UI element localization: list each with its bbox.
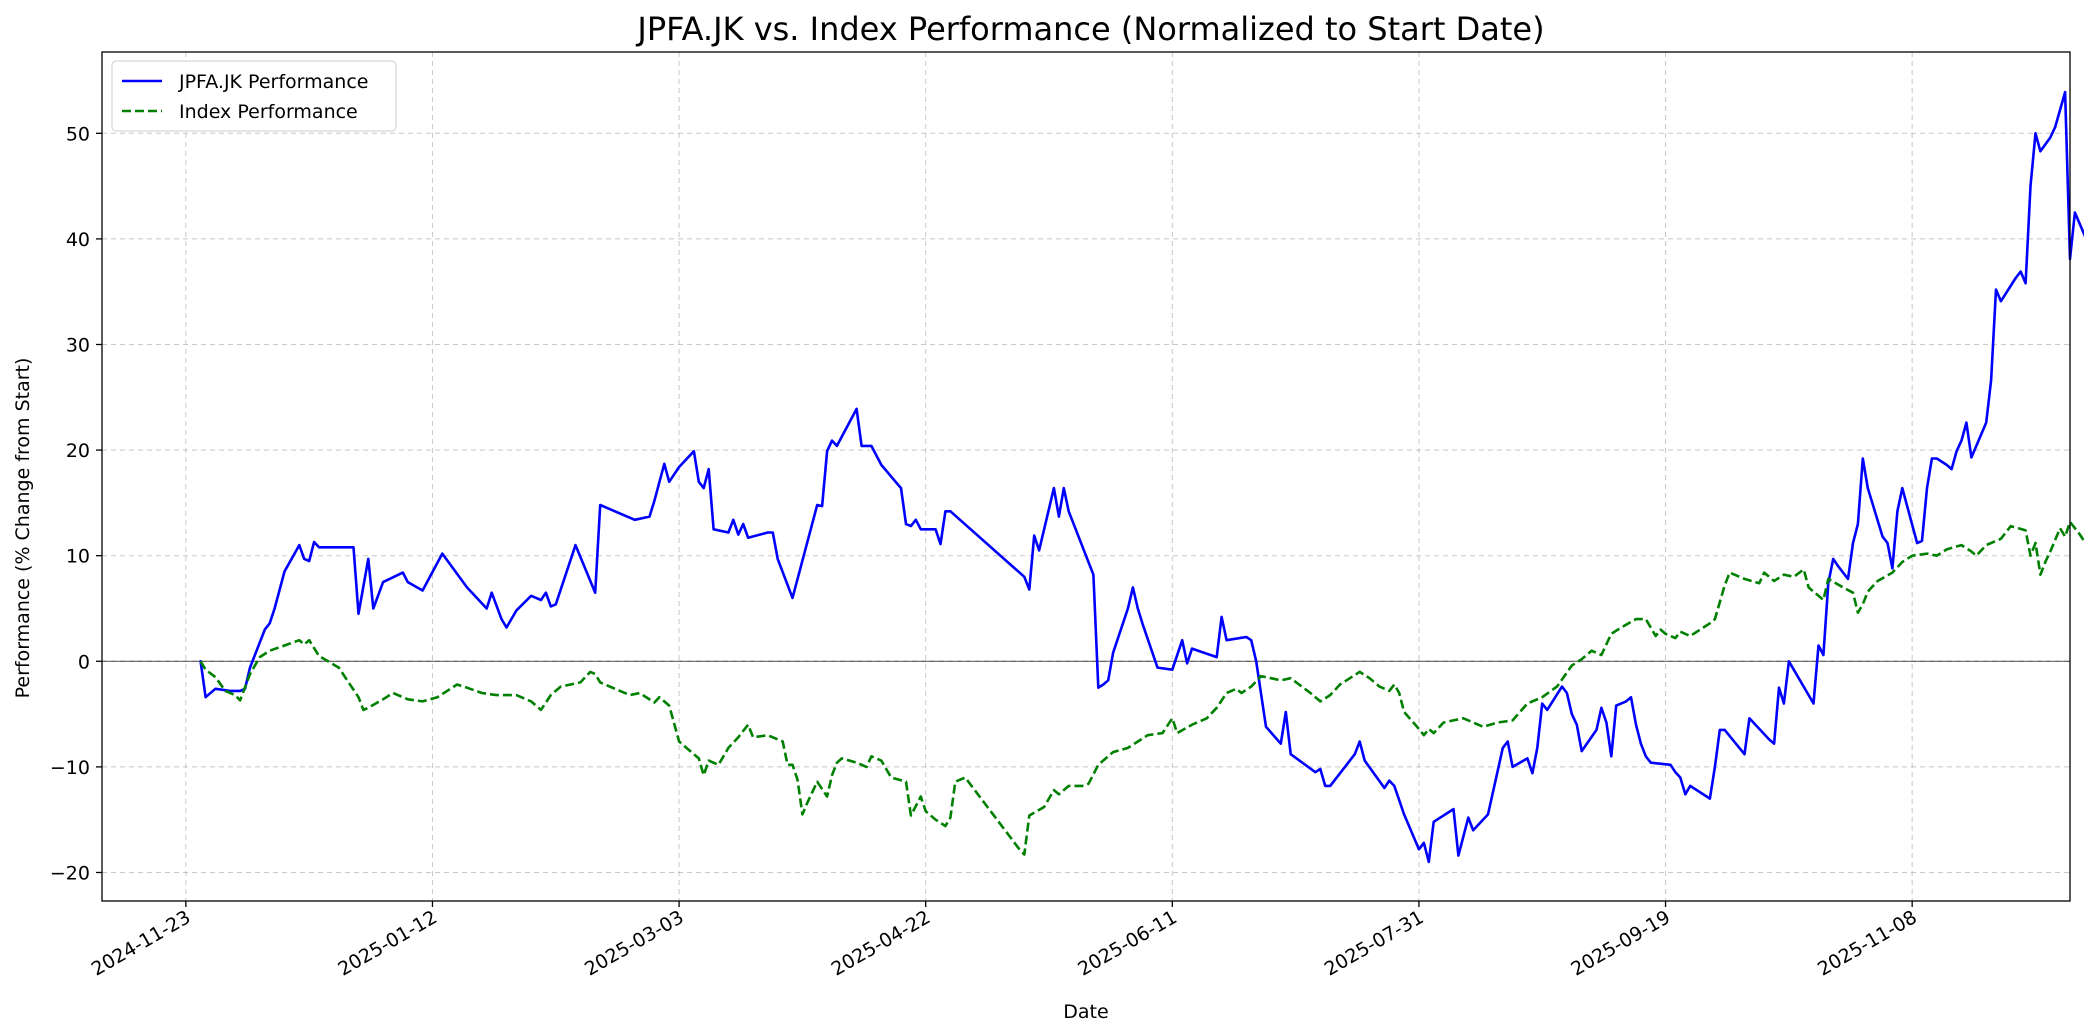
y-tick-label: 20 — [66, 440, 90, 462]
y-axis-label: Performance (% Change from Start) — [12, 358, 34, 699]
y-axis-ticks: −20 −10 0 10 20 30 40 50 — [50, 123, 102, 884]
y-tick-label: −20 — [50, 862, 90, 884]
series-line-index — [199, 520, 2084, 856]
legend-label: Index Performance — [179, 101, 358, 123]
series-lines — [199, 90, 2084, 864]
legend-label: JPFA.JK Performance — [178, 71, 368, 93]
y-tick-label: 10 — [66, 546, 90, 568]
legend: JPFA.JK Performance Index Performance — [111, 60, 397, 132]
y-tick-label: 50 — [66, 123, 90, 145]
chart-title: JPFA.JK vs. Index Performance (Normalize… — [635, 10, 1544, 48]
y-tick-label: −10 — [50, 757, 90, 779]
y-tick-label: 30 — [66, 335, 90, 357]
legend-box — [111, 60, 397, 132]
y-tick-label: 40 — [66, 229, 90, 251]
x-axis-label: Date — [1063, 1001, 1108, 1023]
series-line-jpfa — [199, 90, 2084, 864]
y-tick-label: 0 — [78, 651, 90, 673]
plot-area-frame — [101, 51, 2071, 902]
